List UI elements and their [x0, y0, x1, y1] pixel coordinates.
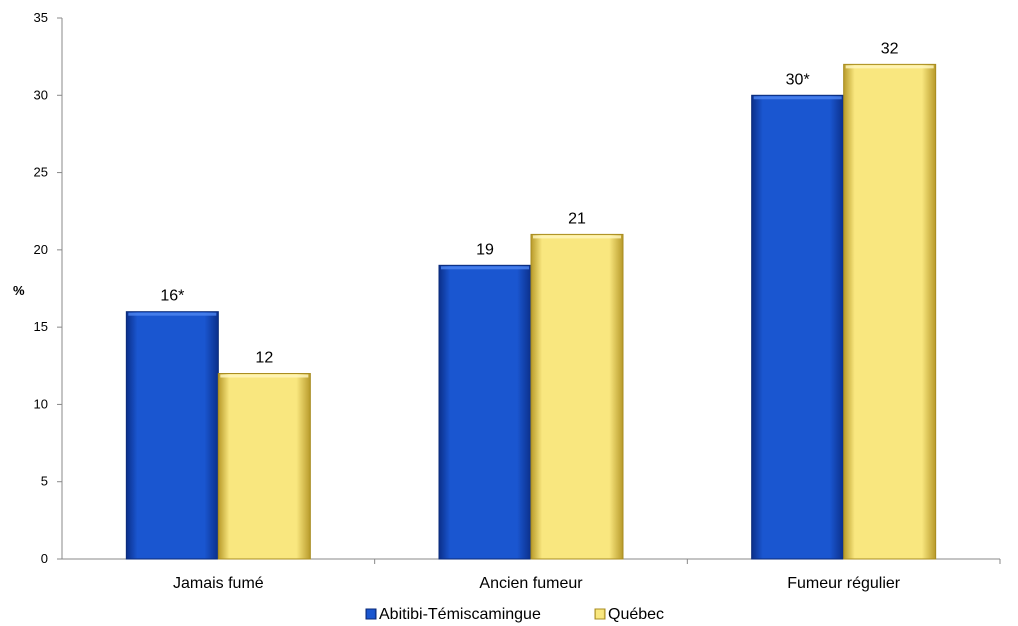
bar-abitibi — [438, 264, 532, 560]
y-tick-label: 20 — [34, 242, 48, 257]
legend-swatch — [365, 608, 377, 620]
y-axis-label: % — [13, 283, 25, 298]
x-tick-label: Jamais fumé — [173, 575, 264, 592]
bar-bevel — [441, 266, 529, 270]
y-tick-label: 15 — [34, 319, 48, 334]
y-tick-label: 30 — [34, 87, 48, 102]
bar-bevel — [845, 65, 934, 69]
data-label: 19 — [476, 241, 494, 258]
y-tick-label: 35 — [34, 10, 48, 25]
bars — [125, 63, 937, 560]
bar-quebec — [217, 373, 311, 560]
data-label: 16* — [160, 288, 184, 305]
bar-quebec — [843, 63, 937, 560]
data-label: 30* — [786, 71, 810, 88]
bar-abitibi — [125, 311, 219, 560]
y-tick-label: 5 — [41, 474, 48, 489]
bar-abitibi — [751, 94, 845, 560]
bar-bevel — [220, 374, 309, 378]
bar-bevel — [533, 235, 621, 239]
bar-bevel — [128, 312, 217, 316]
data-labels: 16* 12 19 21 30* 32 — [160, 40, 898, 366]
bar-quebec — [530, 233, 624, 560]
legend-label: Abitibi-Témiscamingue — [379, 606, 541, 623]
legend-label: Québec — [608, 606, 664, 623]
x-tick-label: Fumeur régulier — [787, 575, 901, 592]
y-tick-label: 10 — [34, 396, 48, 411]
x-tick-label: Ancien fumeur — [479, 575, 583, 592]
legend: Abitibi-Témiscamingue Québec — [365, 606, 664, 623]
data-label: 12 — [255, 350, 273, 367]
y-tick-label: 25 — [34, 165, 48, 180]
data-label: 32 — [881, 40, 899, 57]
bar-bevel — [753, 96, 842, 100]
data-label: 21 — [568, 210, 586, 227]
legend-swatch — [594, 608, 606, 620]
y-tick-label: 0 — [41, 551, 48, 566]
